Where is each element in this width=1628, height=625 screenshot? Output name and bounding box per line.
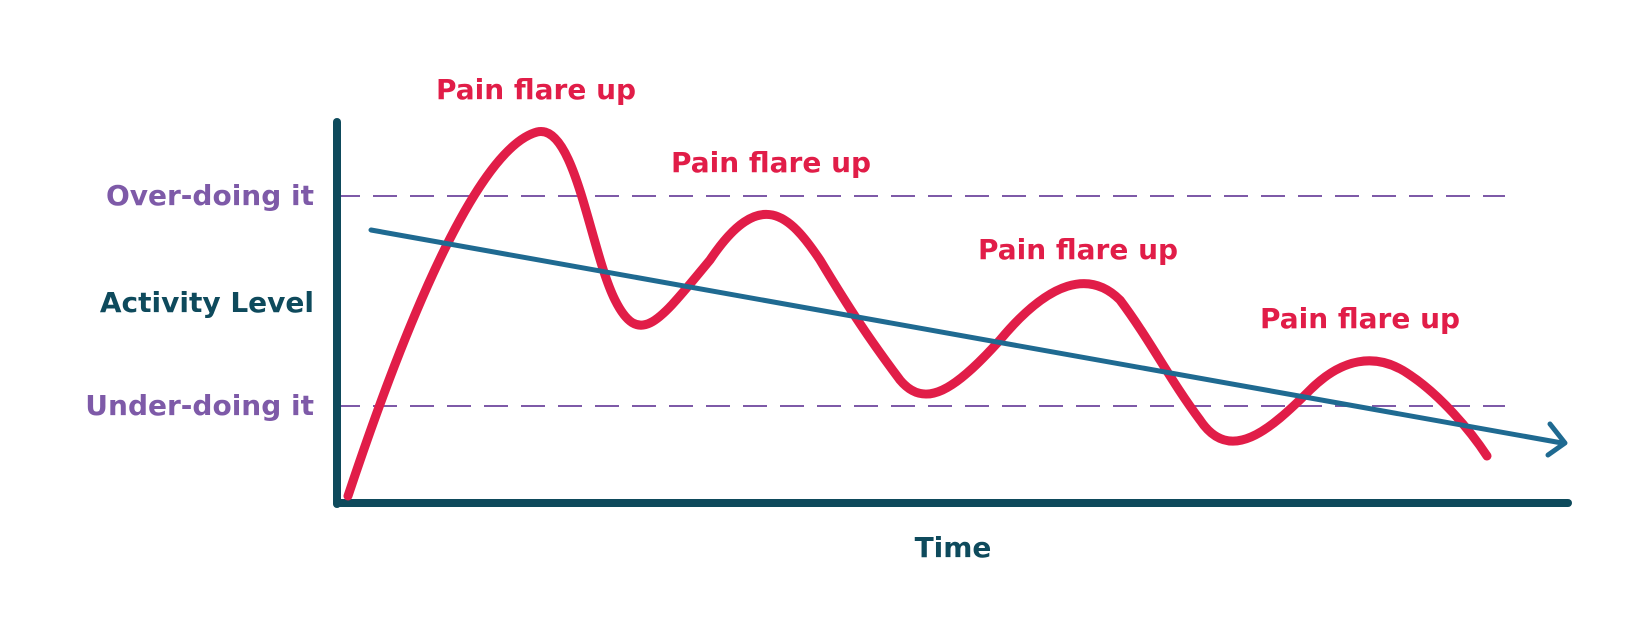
time-label: Time [915,531,992,564]
pain-flare-label-2: Pain flare up [671,146,871,179]
pain-flare-label-3: Pain flare up [978,233,1178,266]
pain-flare-label-4: Pain flare up [1260,302,1460,335]
activity-trend-line [368,227,1565,446]
trend-arrowhead [1545,421,1568,458]
under-doing-label: Under-doing it [85,389,314,422]
pain-flare-label-1: Pain flare up [436,73,636,106]
over-doing-label: Over-doing it [106,179,314,212]
activity-level-label: Activity Level [100,286,314,319]
